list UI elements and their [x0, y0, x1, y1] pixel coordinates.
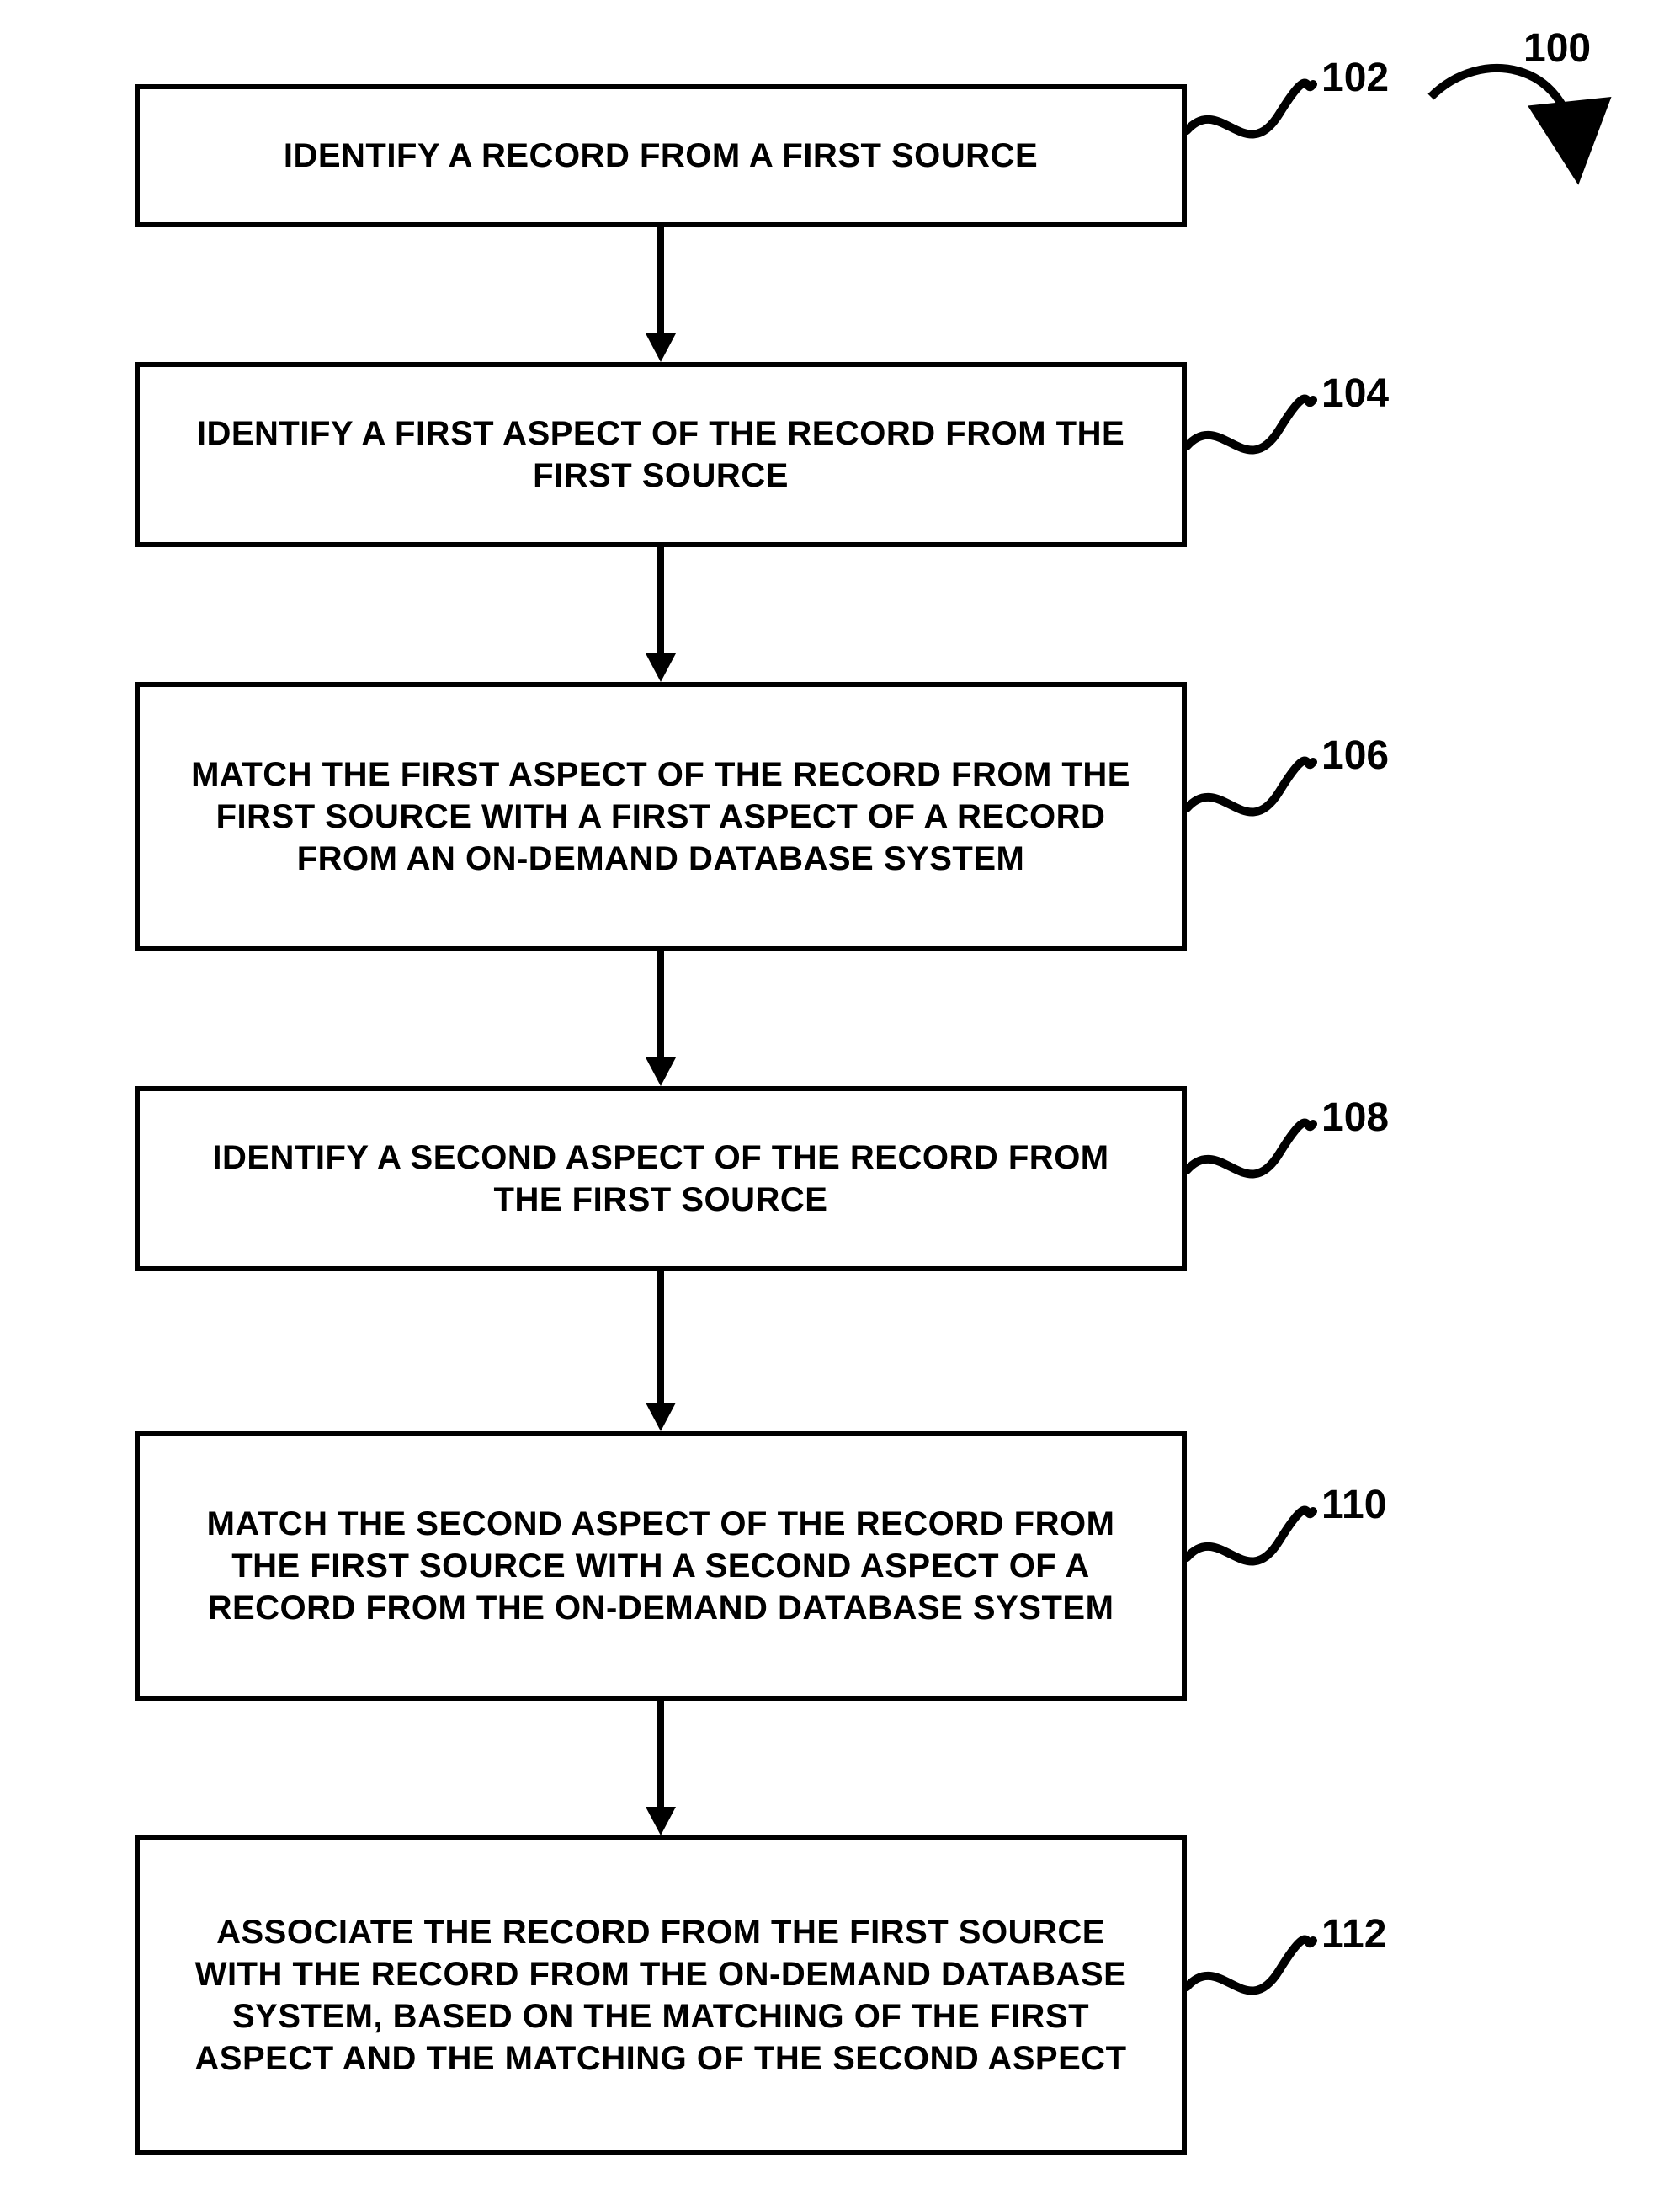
step-text: IDENTIFY A FIRST ASPECT OF THE RECORD FR…: [173, 413, 1148, 497]
callout-label-108: 108: [1321, 1094, 1389, 1141]
callout-text: 106: [1321, 733, 1389, 778]
step-box-104: IDENTIFY A FIRST ASPECT OF THE RECORD FR…: [135, 362, 1187, 547]
step-text: MATCH THE FIRST ASPECT OF THE RECORD FRO…: [173, 754, 1148, 880]
flowchart-canvas: 100 IDENTIFY A RECORD FROM A FIRST SOURC…: [0, 0, 1680, 2189]
step-text: IDENTIFY A RECORD FROM A FIRST SOURCE: [284, 135, 1038, 177]
step-text: ASSOCIATE THE RECORD FROM THE FIRST SOUR…: [173, 1911, 1148, 2080]
step-box-108: IDENTIFY A SECOND ASPECT OF THE RECORD F…: [135, 1086, 1187, 1271]
callout-text: 104: [1321, 371, 1389, 416]
step-box-106: MATCH THE FIRST ASPECT OF THE RECORD FRO…: [135, 682, 1187, 951]
step-box-110: MATCH THE SECOND ASPECT OF THE RECORD FR…: [135, 1431, 1187, 1701]
callout-text: 110: [1321, 1483, 1386, 1527]
step-text: MATCH THE SECOND ASPECT OF THE RECORD FR…: [173, 1503, 1148, 1629]
callout-text: 108: [1321, 1095, 1389, 1140]
callout-text: 112: [1321, 1912, 1386, 1957]
step-text: IDENTIFY A SECOND ASPECT OF THE RECORD F…: [173, 1137, 1148, 1221]
step-box-112: ASSOCIATE THE RECORD FROM THE FIRST SOUR…: [135, 1835, 1187, 2155]
figure-number-label: 100: [1523, 25, 1591, 72]
callout-label-102: 102: [1321, 55, 1389, 101]
callout-text: 102: [1321, 56, 1389, 100]
step-box-102: IDENTIFY A RECORD FROM A FIRST SOURCE: [135, 84, 1187, 227]
callout-label-112: 112: [1321, 1911, 1386, 1957]
callout-label-106: 106: [1321, 732, 1389, 779]
callout-label-110: 110: [1321, 1482, 1386, 1528]
callout-label-104: 104: [1321, 370, 1389, 417]
